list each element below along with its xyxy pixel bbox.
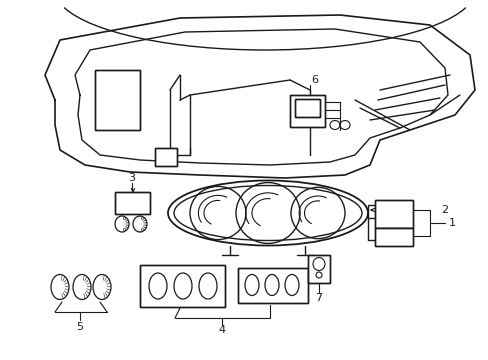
Bar (307, 255, 329, 283)
Bar (374, 200, 412, 228)
Text: 1: 1 (447, 218, 454, 228)
Bar (115, 192, 150, 214)
Bar (155, 148, 177, 166)
Bar (238, 268, 307, 303)
Bar (374, 228, 412, 246)
Bar (289, 95, 325, 127)
Bar (95, 70, 140, 130)
Text: 4: 4 (218, 325, 225, 335)
Bar (294, 99, 319, 117)
Text: 5: 5 (76, 322, 83, 332)
Bar (140, 265, 224, 307)
Text: 2: 2 (441, 205, 447, 215)
Bar (289, 95, 325, 127)
Text: 3: 3 (128, 173, 135, 183)
Bar (374, 228, 412, 246)
Bar (374, 200, 412, 228)
Text: 6: 6 (311, 75, 318, 85)
Bar (307, 255, 329, 283)
Bar (238, 268, 307, 303)
Bar (294, 99, 319, 117)
Bar (115, 192, 150, 214)
Bar (140, 265, 224, 307)
Text: 7: 7 (315, 293, 322, 303)
Bar (95, 70, 140, 130)
Bar (155, 148, 177, 166)
